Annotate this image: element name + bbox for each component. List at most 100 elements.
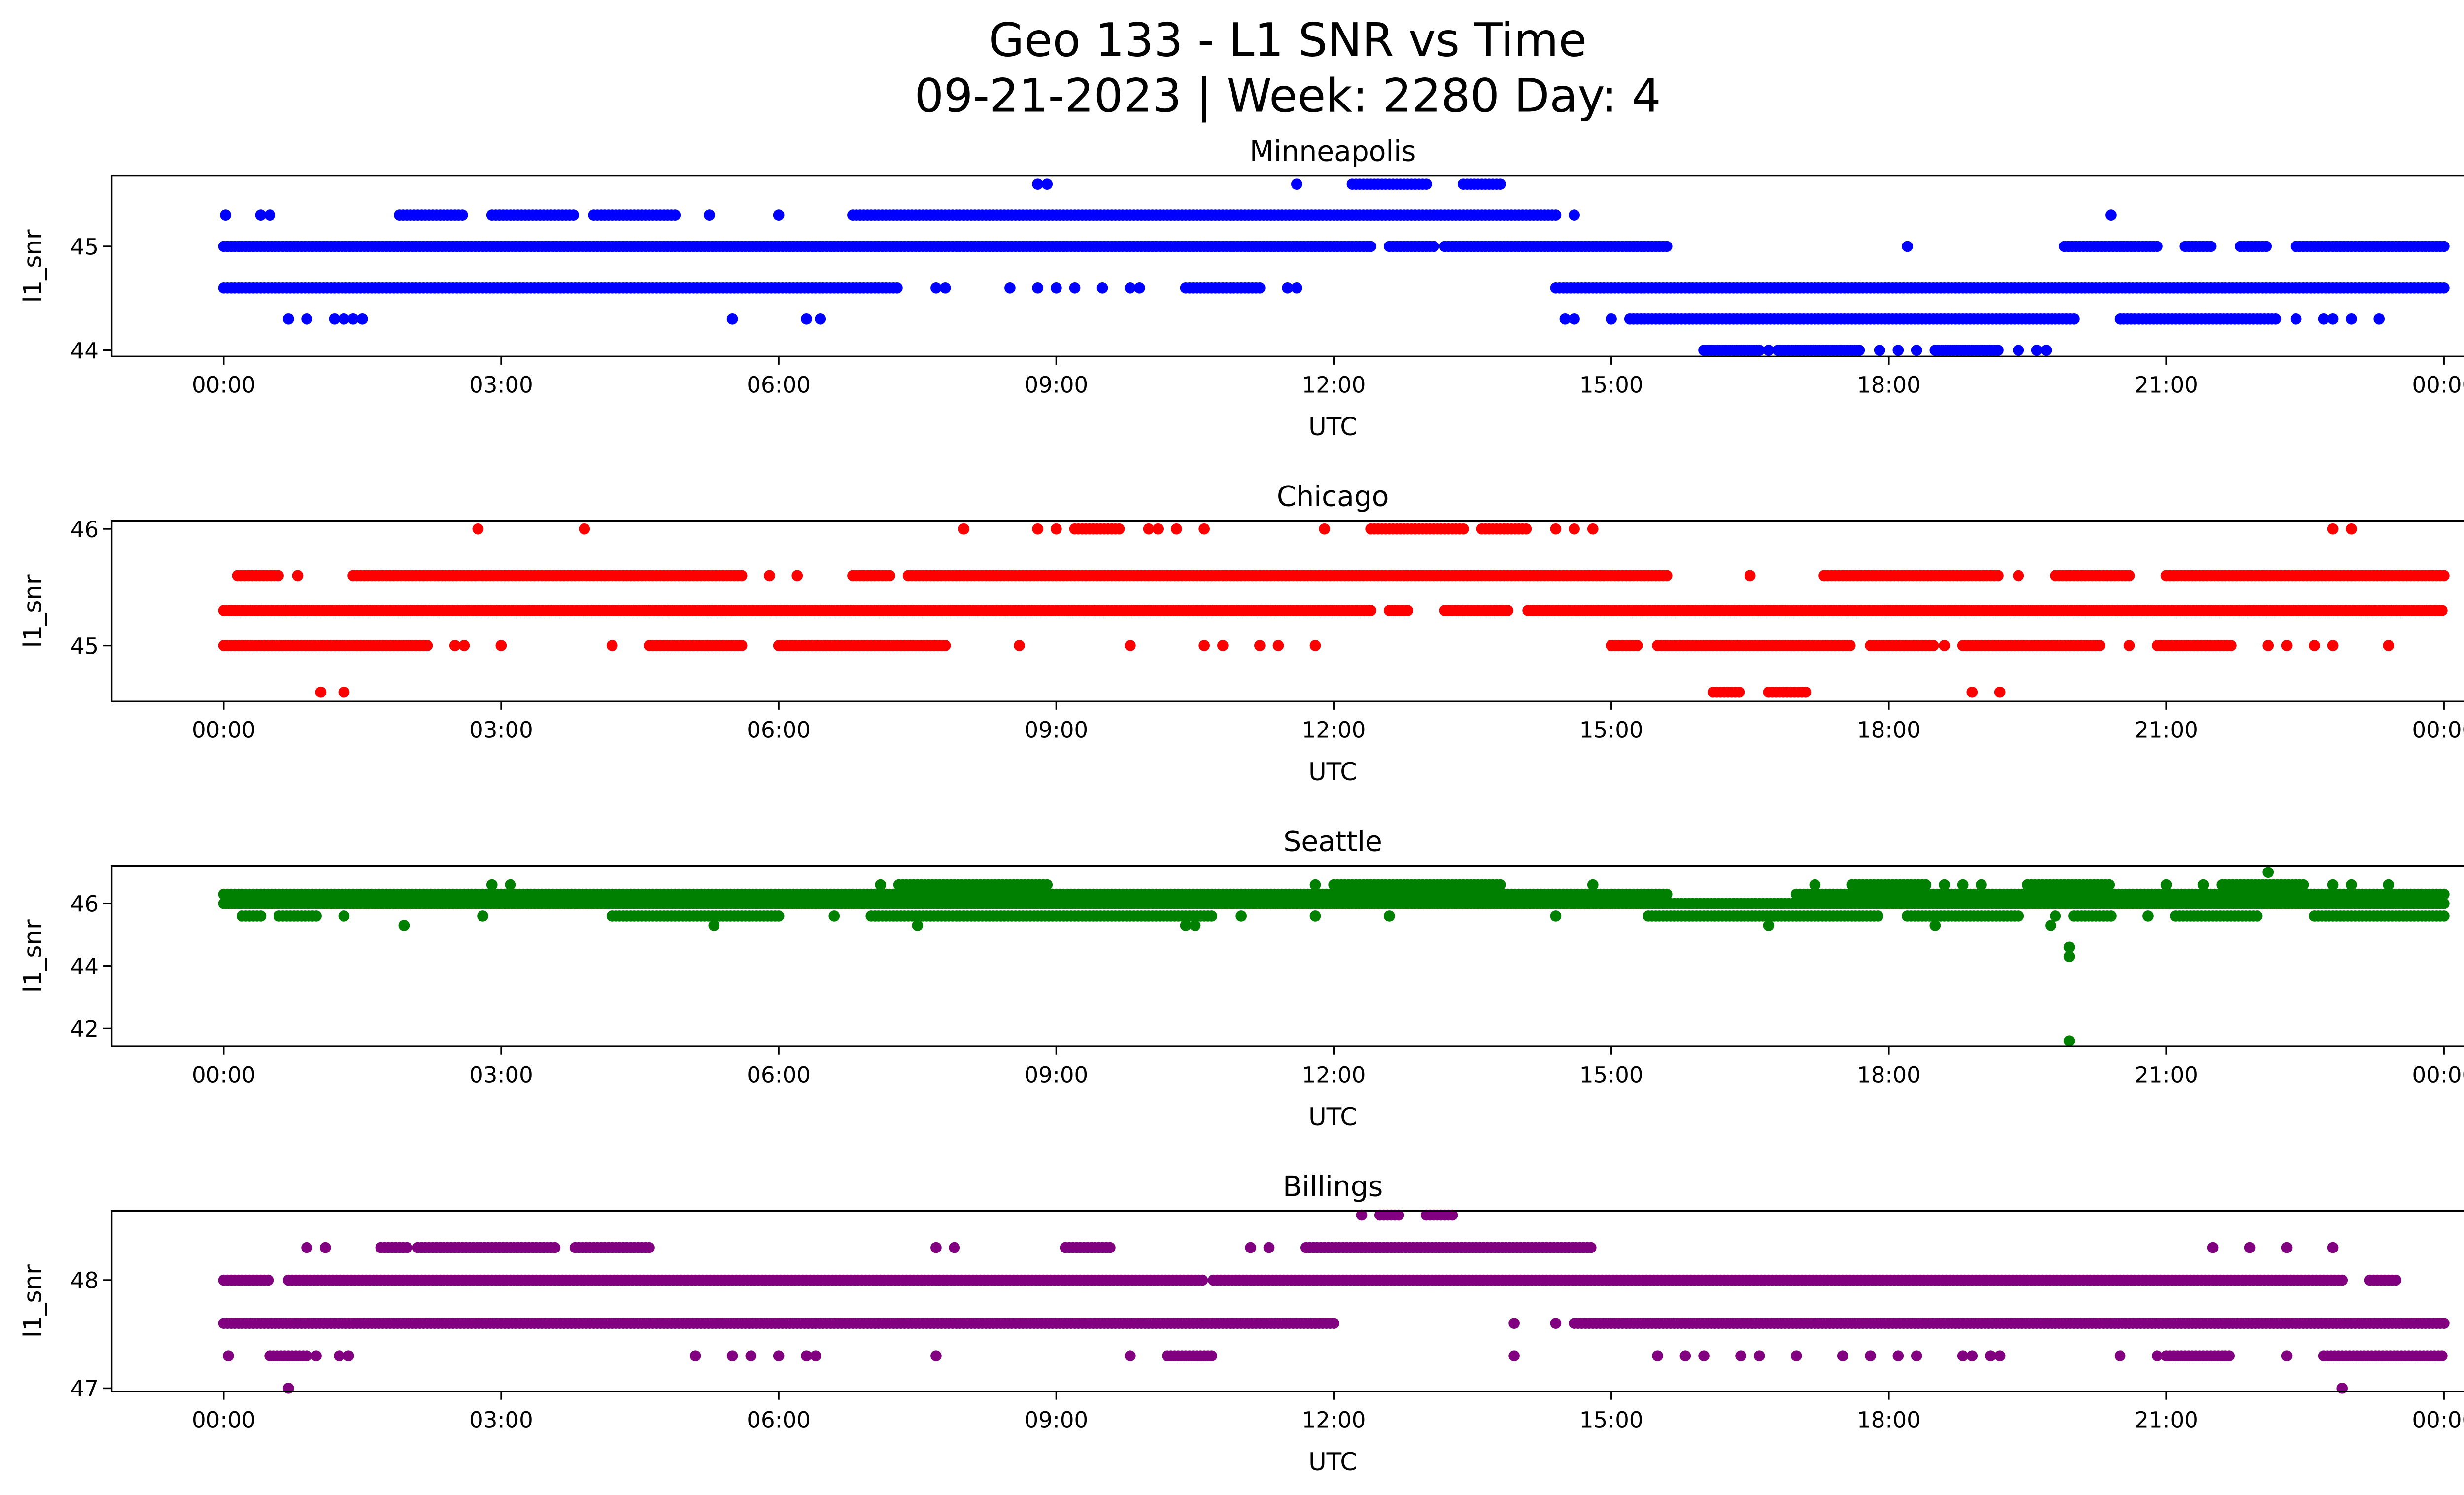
data-point: [2327, 1242, 2339, 1253]
x-tick-label: 00:00: [192, 1062, 256, 1088]
x-tick-label: 03:00: [469, 1062, 533, 1088]
data-point: [1569, 523, 1580, 535]
data-point: [1569, 313, 1580, 325]
data-point: [2346, 313, 2357, 325]
data-point: [301, 313, 312, 325]
data-point: [2094, 640, 2106, 651]
data-point: [1587, 523, 1599, 535]
data-point: [2207, 1242, 2219, 1253]
data-point: [421, 640, 433, 651]
data-point: [1125, 282, 1136, 294]
data-point: [315, 686, 327, 698]
data-point: [1902, 241, 1913, 252]
data-point: [1282, 282, 1293, 294]
data-point: [1585, 1242, 1597, 1253]
data-point: [2327, 640, 2339, 651]
x-tick-label: 15:00: [1579, 717, 1643, 743]
panel-title: Billings: [1283, 1170, 1383, 1203]
data-point: [1800, 686, 1812, 698]
data-point: [930, 282, 942, 294]
data-point: [958, 523, 970, 535]
y-tick-label: 45: [70, 234, 99, 260]
data-point: [549, 1242, 561, 1253]
data-point: [338, 910, 350, 922]
x-tick-label: 00:00: [2412, 372, 2464, 398]
data-point: [2373, 313, 2385, 325]
x-tick-label: 03:00: [469, 372, 533, 398]
y-tick-label: 46: [70, 517, 99, 543]
data-point: [912, 920, 924, 931]
data-point: [273, 570, 284, 582]
data-point: [310, 910, 322, 922]
data-point: [2013, 570, 2024, 582]
data-point: [1428, 241, 1439, 252]
x-tick-label: 00:00: [192, 717, 256, 743]
data-point: [644, 1242, 655, 1253]
data-point: [1198, 523, 1210, 535]
data-point: [1853, 345, 1865, 356]
data-point: [1763, 920, 1775, 931]
data-point: [338, 313, 350, 325]
data-point: [356, 313, 368, 325]
data-point: [579, 523, 590, 535]
data-point: [939, 640, 951, 651]
data-point: [1032, 282, 1044, 294]
data-point: [1966, 686, 1978, 698]
data-point: [1569, 209, 1580, 221]
data-point: [1272, 640, 1284, 651]
x-tick-label: 21:00: [2134, 717, 2198, 743]
panel-title: Seattle: [1283, 825, 1382, 858]
data-point: [282, 313, 294, 325]
data-point: [2045, 920, 2056, 931]
data-point: [1004, 282, 1016, 294]
data-point: [398, 920, 410, 931]
y-tick-label: 46: [70, 891, 99, 917]
x-tick-label: 09:00: [1025, 1062, 1089, 1088]
data-point: [2063, 951, 2075, 963]
data-point: [875, 879, 887, 891]
x-tick-label: 00:00: [2412, 717, 2464, 743]
data-point: [1365, 605, 1376, 616]
x-tick-label: 18:00: [1857, 1062, 1921, 1088]
data-points: [218, 1209, 2450, 1394]
data-point: [2013, 345, 2024, 356]
data-point: [477, 910, 488, 922]
data-point: [1104, 1242, 1116, 1253]
data-point: [1245, 1242, 1257, 1253]
data-point: [1872, 910, 1883, 922]
data-point: [2068, 313, 2080, 325]
data-points: [218, 178, 2450, 356]
data-point: [262, 1274, 274, 1286]
data-point: [2383, 640, 2395, 651]
data-point: [1383, 910, 1395, 922]
data-point: [255, 910, 267, 922]
x-tick-label: 06:00: [747, 1062, 811, 1088]
data-point: [2438, 910, 2450, 922]
x-tick-label: 12:00: [1302, 1062, 1366, 1088]
data-point: [319, 1242, 331, 1253]
data-point: [1892, 345, 1904, 356]
data-point: [891, 282, 903, 294]
y-tick-label: 44: [70, 338, 99, 364]
data-points: [218, 523, 2450, 698]
x-tick-label: 21:00: [2134, 1062, 2198, 1088]
data-point: [606, 640, 618, 651]
data-point: [669, 209, 681, 221]
data-point: [472, 523, 484, 535]
x-tick-label: 00:00: [2412, 1062, 2464, 1088]
data-point: [1763, 345, 1775, 356]
y-tick-label: 44: [70, 953, 99, 979]
x-tick-label: 09:00: [1025, 717, 1089, 743]
x-tick-label: 09:00: [1025, 372, 1089, 398]
data-point: [736, 570, 748, 582]
data-point: [1844, 640, 1856, 651]
y-tick-label: 42: [70, 1016, 99, 1042]
data-point: [726, 313, 738, 325]
data-point: [2436, 605, 2448, 616]
data-point: [2260, 241, 2272, 252]
data-point: [1994, 686, 2006, 698]
data-point: [1051, 523, 1062, 535]
